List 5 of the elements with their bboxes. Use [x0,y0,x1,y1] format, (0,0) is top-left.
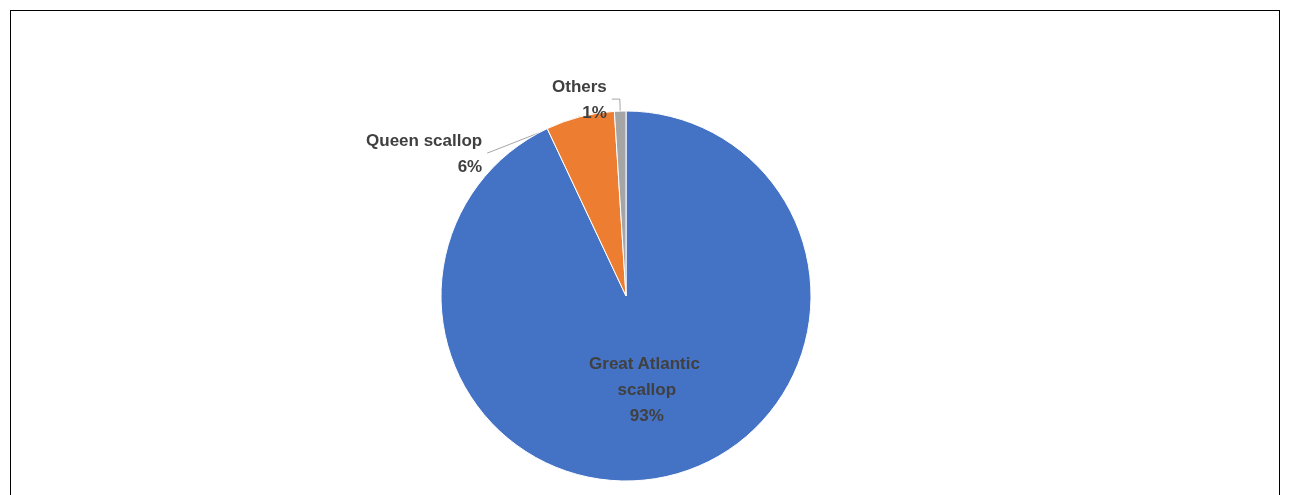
slice-label: Others [552,76,607,96]
data-label: 6% [457,156,483,176]
slice-label: Queen scallop [366,130,483,150]
data-label: 93% [629,405,664,425]
slice-label: Great Atlantic scallop [589,353,705,399]
